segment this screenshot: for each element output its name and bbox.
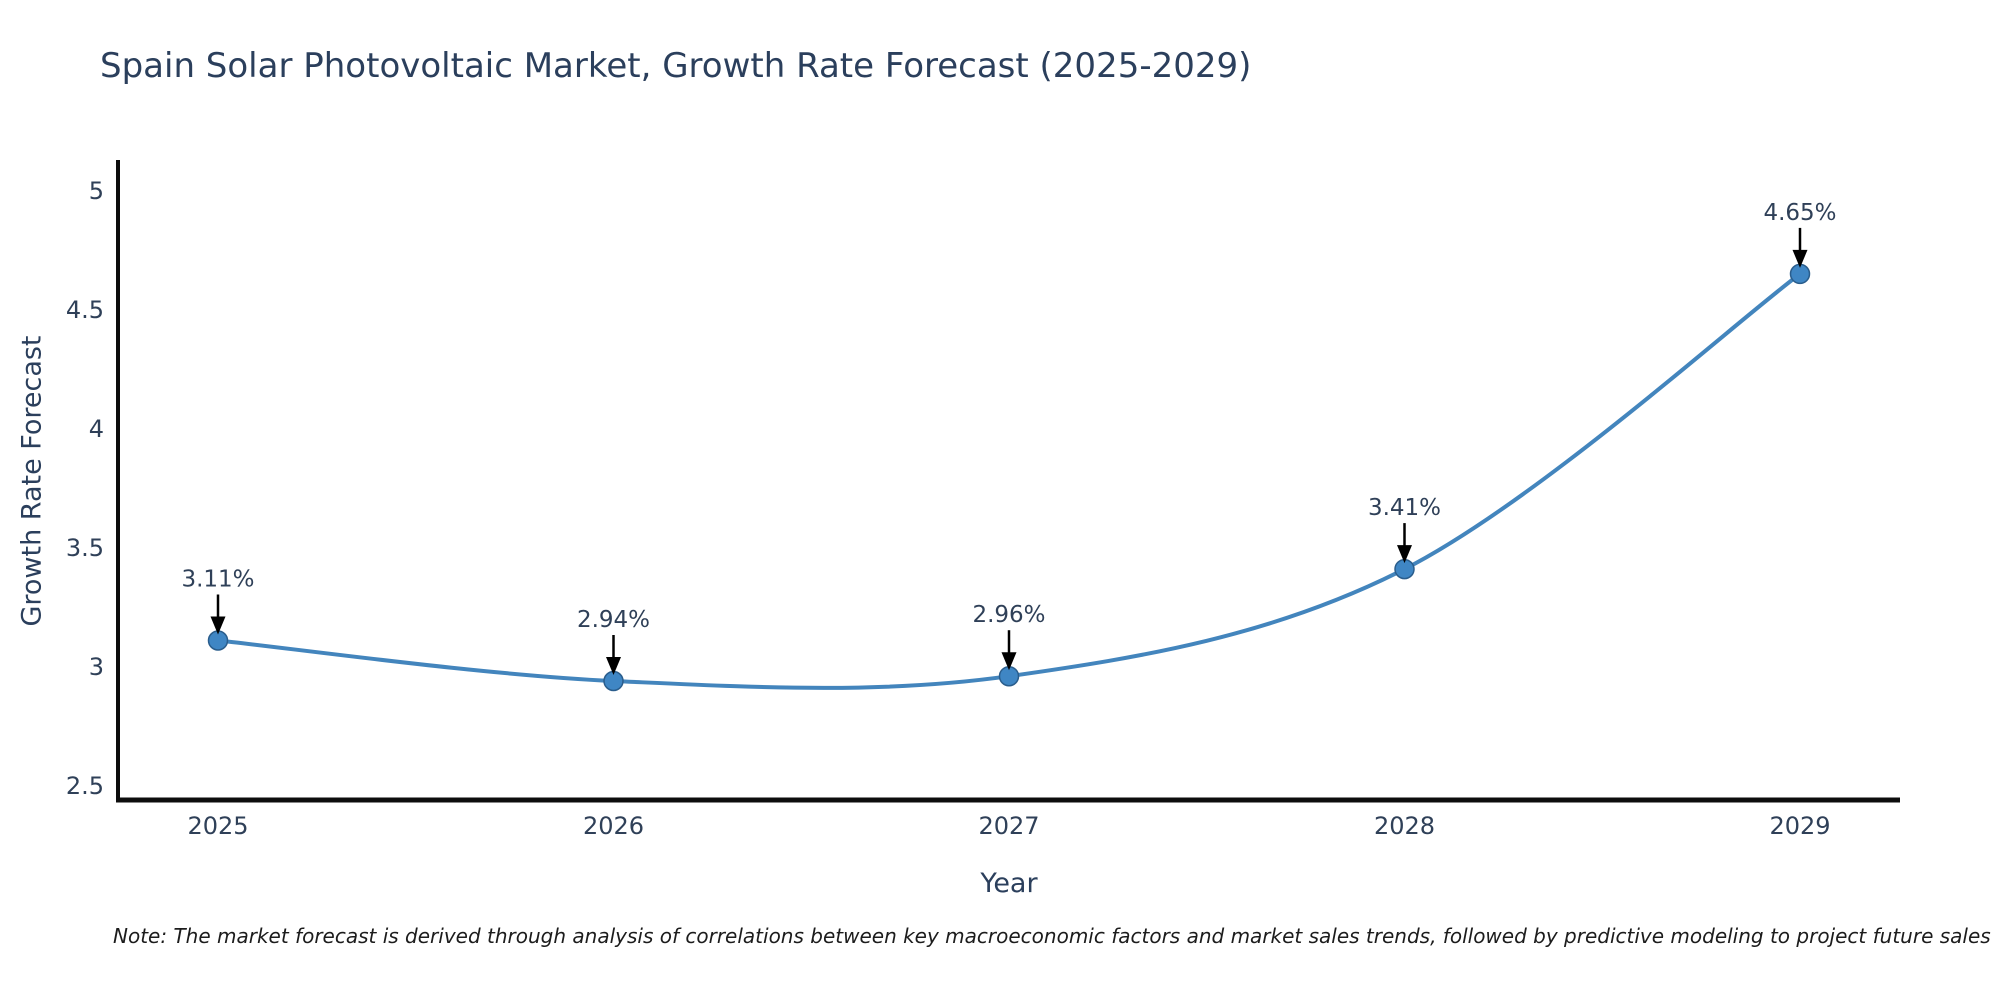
trend-line	[216, 271, 1802, 690]
x-tick-label-2029: 2029	[1769, 812, 1830, 840]
y-tick-label-4: 4	[89, 415, 104, 443]
footnote: Note: The market forecast is derived thr…	[113, 924, 1991, 948]
annotation-arrowhead-2029	[1792, 249, 1808, 268]
y-tick-label-4.5: 4.5	[66, 296, 104, 324]
annotation-label-2026: 2.94%	[577, 607, 650, 633]
annotation-label-2029: 4.65%	[1763, 200, 1836, 226]
x-tick-label-2027: 2027	[978, 812, 1039, 840]
annotation-arrowhead-2028	[1397, 545, 1412, 564]
x-tick-label-2028: 2028	[1374, 812, 1435, 840]
annotation-arrowhead-2025	[210, 616, 226, 635]
y-tick-label-3: 3	[89, 653, 104, 681]
y-tick-label-5: 5	[89, 177, 104, 205]
x-tick-label-2026: 2026	[583, 812, 644, 840]
x-tick-label-2025: 2025	[187, 812, 248, 840]
y-tick-label-2.5: 2.5	[66, 772, 104, 800]
annotation-label-2025: 3.11%	[181, 567, 254, 593]
annotation-label-2028: 3.41%	[1368, 495, 1441, 521]
annotation-arrowhead-2026	[606, 657, 621, 675]
annotation-label-2027: 2.96%	[972, 602, 1045, 628]
annotation-arrowhead-2027	[1001, 652, 1017, 671]
chart-title: Spain Solar Photovoltaic Market, Growth …	[100, 46, 1252, 86]
y-tick-label-3.5: 3.5	[66, 534, 104, 562]
x-axis-title: Year	[980, 868, 1038, 899]
